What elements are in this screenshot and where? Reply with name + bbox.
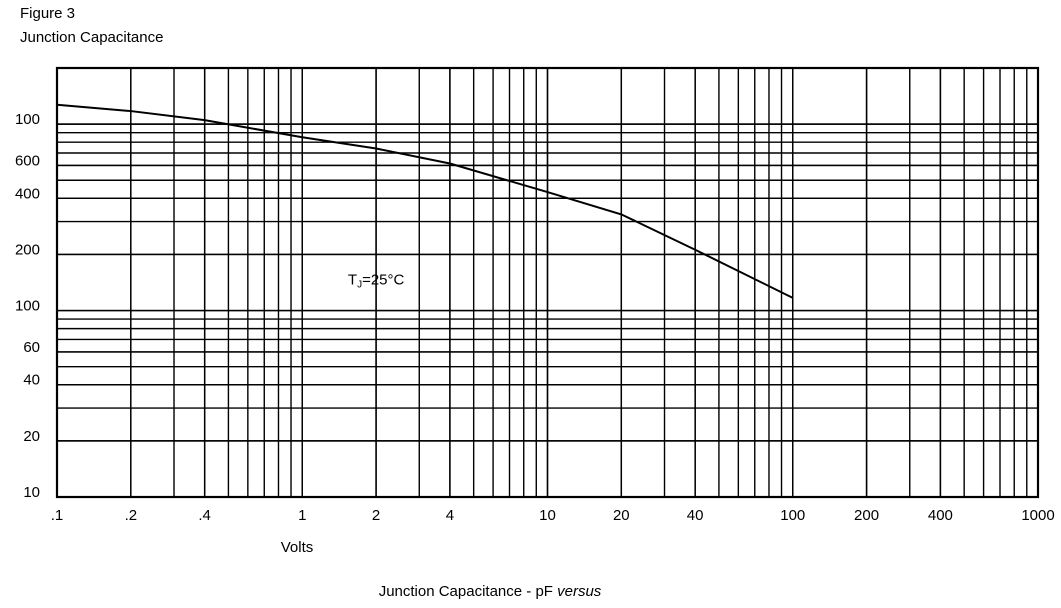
caption: Junction Capacitance - pF versus	[379, 583, 602, 600]
x-tick-label: 1	[298, 507, 306, 524]
x-tick-label: 1000	[1021, 507, 1054, 524]
x-tick-label: 4	[446, 507, 454, 524]
data-line	[56, 103, 794, 299]
x-tick-label: 10	[539, 507, 556, 524]
y-tick-label: 200	[15, 241, 40, 258]
annotation-rest: =25°C	[362, 272, 404, 289]
x-tick-label: 40	[687, 507, 704, 524]
annotation-sub: J	[357, 279, 362, 290]
chart-subtitle: Junction Capacitance	[20, 29, 163, 46]
y-tick-label: 10	[23, 484, 40, 501]
x-tick-label: 400	[928, 507, 953, 524]
y-tick-label: 20	[23, 428, 40, 445]
x-tick-label: .4	[198, 507, 211, 524]
x-axis-label: Volts	[281, 539, 314, 556]
x-tick-label: 20	[613, 507, 630, 524]
y-tick-label: 40	[23, 372, 40, 389]
y-tick-label: 400	[15, 185, 40, 202]
annotation: TJ=25°C	[348, 272, 405, 291]
x-tick-label: .1	[51, 507, 64, 524]
x-tick-label: 2	[372, 507, 380, 524]
y-tick-label: 100	[15, 111, 40, 128]
chart-title: Figure 3	[20, 5, 75, 22]
y-tick-label: 600	[15, 152, 40, 169]
y-tick-label: 100	[15, 298, 40, 315]
caption-italic: versus	[557, 583, 602, 600]
plot-frame	[55, 66, 1040, 499]
x-tick-label: 200	[854, 507, 879, 524]
x-tick-label: 100	[780, 507, 805, 524]
y-tick-label: 60	[23, 339, 40, 356]
annotation-main: T	[348, 272, 357, 289]
caption-text: Junction Capacitance - pF	[379, 583, 553, 600]
x-tick-label: .2	[125, 507, 138, 524]
